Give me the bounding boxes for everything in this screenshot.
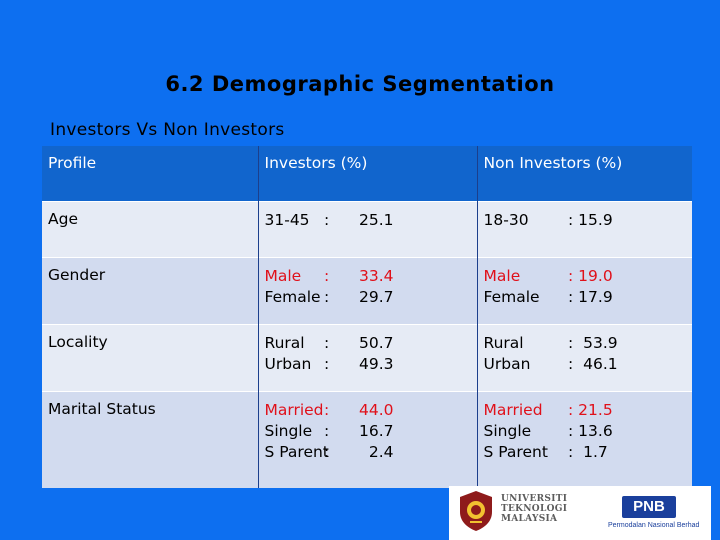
cell-non-labels: Male Female — [476, 257, 563, 325]
header-profile: Profile — [42, 146, 258, 202]
pnb-logo-subtitle: Permodalan Nasional Berhad — [608, 522, 700, 529]
table-header-row: Profile Investors (%) Non Investors (%) — [42, 146, 693, 202]
utm-logo-text: UNIVERSITI TEKNOLOGI MALAYSIA — [501, 494, 568, 524]
cell-inv-values: 50.7 49.3 — [353, 324, 478, 392]
cell-line: Married — [483, 401, 543, 419]
cell-line: S Parent — [264, 443, 329, 461]
cell-line: : 13.6 — [568, 422, 613, 440]
pnb-logo-text: PNB — [633, 498, 665, 515]
logo-strip: UNIVERSITI TEKNOLOGI MALAYSIA PNB Permod… — [449, 486, 711, 540]
cell-inv-colons: : : — [318, 257, 353, 325]
cell-inv-labels: Rural Urban — [257, 324, 318, 392]
cell-line: 29.7 — [359, 288, 394, 306]
slide-subtitle: Investors Vs Non Investors — [50, 120, 285, 140]
table-row-gender: Gender Male Female : : 33.4 29.7 Male Fe… — [42, 257, 693, 325]
cell-non-values: : 53.9 : 46.1 — [562, 324, 693, 392]
cell-line: S Parent — [483, 443, 548, 461]
cell-non-values: : 19.0 : 17.9 — [562, 257, 693, 325]
cell-line: Single — [483, 422, 532, 440]
cell-inv-values: 44.0 16.7 2.4 — [353, 391, 478, 488]
cell-line: Male — [264, 267, 302, 285]
header-non-investors: Non Investors (%) — [476, 146, 693, 202]
cell-line: : — [324, 288, 330, 306]
cell-line: Single — [264, 422, 313, 440]
cell-line: : — [324, 443, 330, 461]
cell-line: : 17.9 — [568, 288, 613, 306]
cell-non-labels: 18-30 — [476, 201, 563, 258]
cell-inv-labels: 31-45 — [257, 201, 318, 258]
cell-inv-colons: : : — [318, 324, 353, 392]
cell-non-values: : 15.9 — [562, 201, 693, 258]
cell-line: : — [324, 401, 330, 419]
segmentation-table: Profile Investors (%) Non Investors (%) … — [42, 146, 693, 488]
cell-line: 16.7 — [359, 422, 394, 440]
table-row-locality: Locality Rural Urban : : 50.7 49.3 Rural… — [42, 324, 693, 392]
table-row-age: Age 31-45 : 25.1 18-30 : 15.9 — [42, 201, 693, 258]
cell-inv-values: 25.1 — [353, 201, 478, 258]
utm-crest-icon — [460, 491, 492, 531]
cell-inv-labels: Male Female — [257, 257, 321, 325]
cell-profile: Locality — [42, 324, 258, 392]
cell-line: 2.4 — [359, 443, 394, 461]
cell-line: Female — [483, 288, 540, 306]
cell-profile: Marital Status — [42, 391, 258, 488]
pnb-logo: PNB — [622, 496, 676, 518]
cell-non-values: : 21.5 : 13.6 : 1.7 — [562, 391, 693, 488]
cell-line: Married — [264, 401, 324, 419]
cell-non-labels: Rural Urban — [476, 324, 563, 392]
cell-non-labels: Married Single S Parent — [476, 391, 563, 488]
cell-inv-colons: : — [318, 201, 353, 258]
cell-line: : — [324, 422, 330, 440]
cell-line: Male — [483, 267, 521, 285]
cell-inv-labels: Married Single S Parent — [257, 391, 329, 488]
cell-line: Female — [264, 288, 321, 306]
cell-line: 44.0 — [359, 401, 394, 419]
cell-line: : 21.5 — [568, 401, 613, 419]
cell-line: : — [324, 267, 330, 285]
slide-title: 6.2 Demographic Segmentation — [165, 72, 555, 96]
cell-line: : 19.0 — [568, 267, 613, 285]
header-investors: Investors (%) — [257, 146, 478, 202]
cell-inv-values: 33.4 29.7 — [353, 257, 478, 325]
cell-line: : 1.7 — [568, 443, 608, 461]
table-row-marital-status: Marital Status Married Single S Parent :… — [42, 391, 693, 488]
cell-line: 33.4 — [359, 267, 394, 285]
cell-inv-colons: : : : — [318, 391, 353, 488]
cell-profile: Gender — [42, 257, 258, 325]
cell-profile: Age — [42, 201, 258, 258]
